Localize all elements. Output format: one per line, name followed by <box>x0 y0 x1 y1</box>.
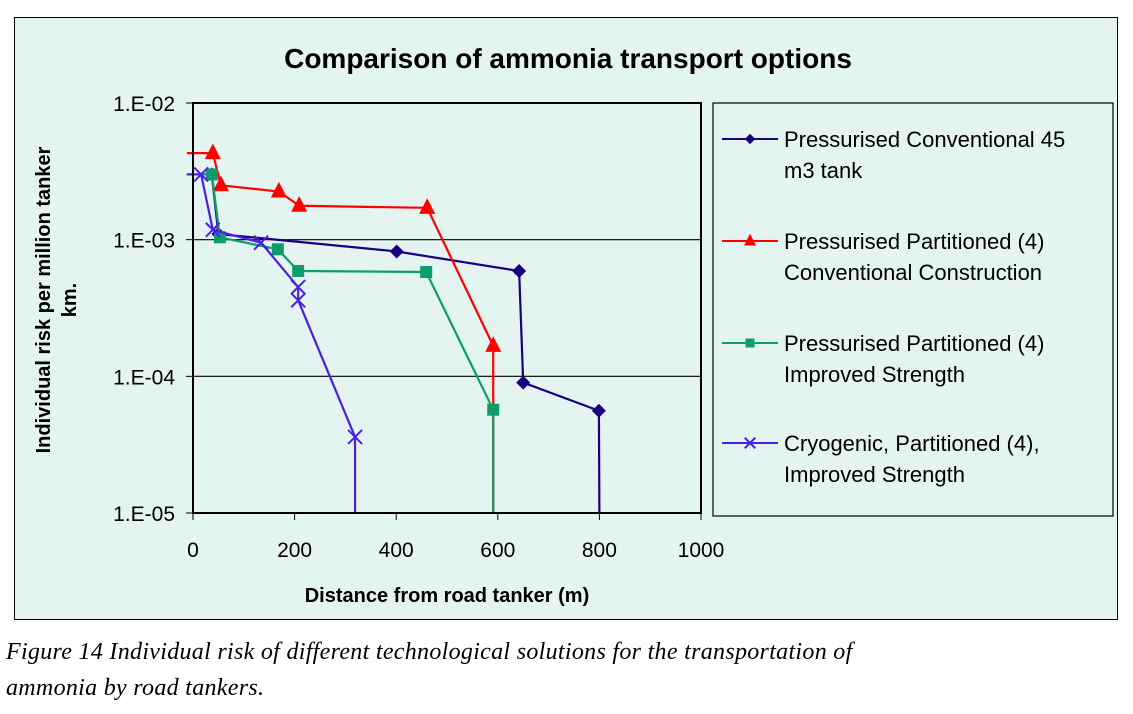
triangle-marker <box>744 233 756 246</box>
triangle-marker <box>291 196 308 212</box>
plot-area <box>193 102 701 514</box>
legend-item-3: Pressurised Partitioned (4) Improved Stre… <box>722 331 1044 387</box>
x-marker <box>290 292 306 309</box>
y-tick-label: 1.E-02 <box>113 93 175 116</box>
legend-item-1: Pressurised Conventional 45 m3 tank <box>722 127 1065 183</box>
triangle-marker <box>270 181 287 198</box>
y-tick-label: 1.E-05 <box>113 503 175 526</box>
square-marker <box>745 338 755 348</box>
legend-label: Pressurised Partitioned (4) <box>784 229 1044 254</box>
series-2 <box>186 143 502 513</box>
legend-label: m3 tank <box>784 158 863 183</box>
x-tick-label: 1000 <box>678 539 725 562</box>
axes-layer: 1.E-02 1.E-03 1.E-04 1.E-05 0 200 400 600 800 100… <box>113 93 724 562</box>
y-tick-label: 1.E-03 <box>113 230 175 253</box>
square-marker <box>420 265 433 278</box>
legend-label: Improved Strength <box>784 462 965 487</box>
triangle-marker <box>212 175 229 192</box>
x-marker <box>744 437 756 449</box>
square-marker <box>271 243 284 256</box>
legend-label: Conventional Construction <box>784 260 1042 285</box>
triangle-marker <box>485 336 502 352</box>
chart: Comparison of ammonia transport options … <box>33 43 1114 607</box>
square-marker <box>292 264 305 277</box>
series-1 <box>186 167 606 514</box>
diamond-marker <box>389 244 404 259</box>
series-3 <box>186 168 500 513</box>
series-line <box>186 173 495 513</box>
caption-line-1: Figure 14 Individual risk of different t… <box>6 639 853 665</box>
series-line <box>186 173 601 514</box>
series-line <box>186 151 495 513</box>
y-tick-label: 1.E-04 <box>113 366 175 389</box>
x-tick-label: 0 <box>187 539 199 562</box>
figure-caption: Figure 14 Individual risk of different t… <box>6 634 1116 706</box>
series-layer <box>186 143 606 514</box>
series-4 <box>186 166 363 513</box>
square-marker <box>205 168 218 181</box>
x-marker <box>205 222 221 238</box>
plot-border <box>192 102 702 514</box>
x-marker <box>253 235 269 251</box>
legend-label: Improved Strength <box>784 362 965 387</box>
series-line <box>186 173 357 513</box>
square-marker <box>487 403 500 416</box>
caption-line-2: ammonia by road tankers. <box>6 675 265 701</box>
diamond-marker <box>744 133 756 145</box>
x-tick-label: 600 <box>480 539 515 562</box>
triangle-marker <box>204 143 221 160</box>
diamond-marker <box>591 403 606 418</box>
x-marker <box>290 279 306 295</box>
legend-label: Cryogenic, Partitioned (4), <box>784 431 1040 456</box>
diamond-marker <box>516 375 531 390</box>
x-tick-label: 400 <box>379 539 414 562</box>
x-tick-label: 800 <box>582 539 617 562</box>
x-marker <box>347 429 363 445</box>
legend-item-4: Cryogenic, Partitioned (4), Improved Stre… <box>722 431 1040 487</box>
chart-title: Comparison of ammonia transport options <box>284 43 852 74</box>
x-marker <box>193 166 209 183</box>
x-axis-label: Distance from road tanker (m) <box>305 585 590 607</box>
x-tick-label: 200 <box>277 539 312 562</box>
legend-label: Pressurised Conventional 45 <box>784 127 1065 152</box>
chart-frame <box>14 17 1118 620</box>
legend-item-2: Pressurised Partitioned (4) Conventional … <box>722 229 1044 285</box>
y-axis-label-line-1: Individual risk per million tanker <box>33 146 55 453</box>
legend-label: Pressurised Partitioned (4) <box>784 331 1044 356</box>
triangle-marker <box>419 198 436 214</box>
legend-box <box>712 102 1114 517</box>
y-axis-label-line-2: km. <box>59 283 81 317</box>
diamond-marker <box>512 263 527 278</box>
y-axis-label: Individual risk per million tanker km. <box>33 146 81 453</box>
